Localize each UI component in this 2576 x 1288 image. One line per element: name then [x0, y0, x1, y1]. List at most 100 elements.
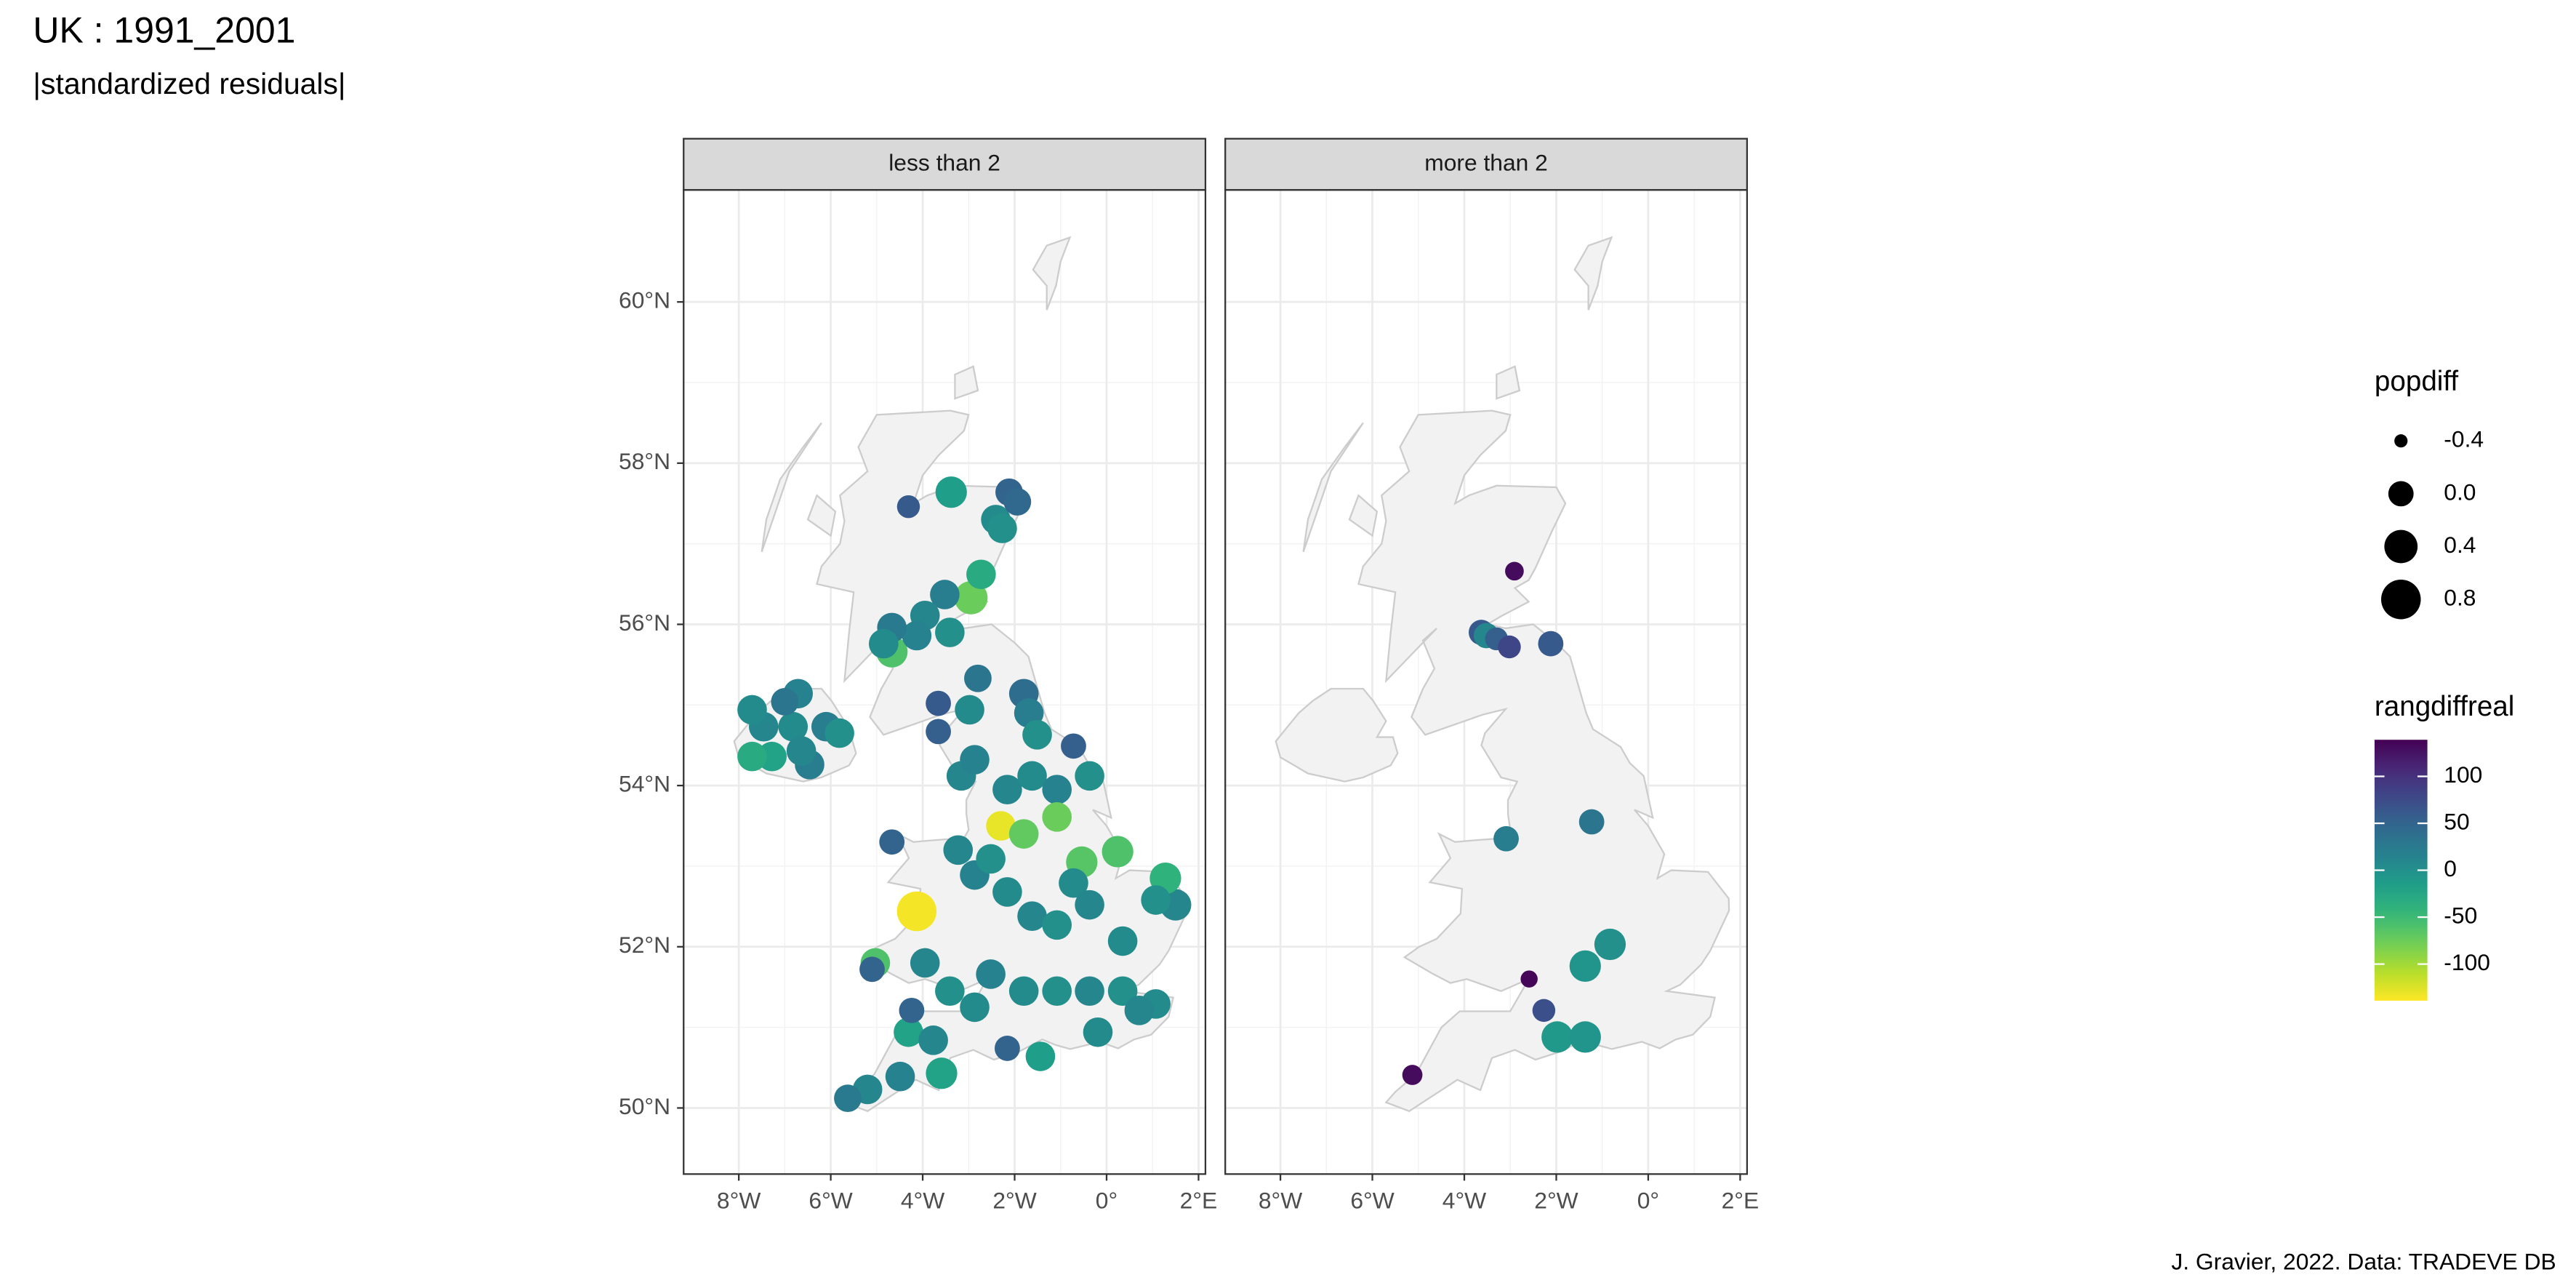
point: [926, 719, 951, 745]
x-tick-label: 0°: [1637, 1187, 1659, 1213]
y-tick-label: 60°N: [619, 287, 670, 313]
x-tick-label: 0°: [1096, 1187, 1118, 1213]
point: [1578, 809, 1605, 835]
point: [771, 687, 799, 716]
chart-title: UK : 1991_2001: [33, 10, 295, 51]
size-legend-label: 0.8: [2444, 585, 2476, 611]
size-legend-title: popdiff: [2375, 366, 2458, 397]
point: [1003, 488, 1032, 516]
point: [894, 1017, 923, 1047]
land: [806, 494, 837, 537]
point: [1017, 901, 1047, 931]
point: [943, 835, 974, 865]
point: [995, 1036, 1020, 1061]
point: [1075, 976, 1104, 1007]
point: [910, 948, 940, 978]
color-legend-label: 100: [2444, 761, 2482, 788]
point: [859, 956, 885, 983]
point: [930, 580, 960, 609]
point: [1042, 775, 1072, 804]
facet-strip: [1224, 137, 1749, 191]
size-legend-key: [2394, 434, 2408, 448]
x-tick-label: 6°W: [1350, 1187, 1394, 1213]
point: [1505, 561, 1524, 581]
land: [1302, 422, 1364, 553]
x-tick-label: 6°W: [808, 1187, 852, 1213]
land: [954, 365, 979, 400]
size-legend-label: 0.0: [2444, 479, 2476, 505]
color-legend-label: -50: [2444, 902, 2477, 928]
x-tick-label: 8°W: [717, 1187, 761, 1213]
x-tick-label: 2°E: [1722, 1187, 1760, 1213]
point: [834, 1084, 862, 1113]
land: [1496, 365, 1521, 400]
point: [954, 581, 988, 615]
point: [992, 877, 1022, 907]
size-legend-key: [2384, 529, 2418, 564]
point: [1498, 635, 1521, 659]
point: [879, 829, 905, 855]
facet-strip: [683, 137, 1207, 191]
point: [935, 617, 965, 647]
y-tick-label: 56°N: [619, 609, 670, 636]
point: [1025, 1041, 1056, 1071]
chart-subtitle: |standardized residuals|: [33, 67, 345, 100]
point: [1102, 836, 1133, 868]
point: [960, 992, 990, 1023]
point: [1569, 950, 1601, 983]
land: [1357, 409, 1730, 1113]
point: [960, 745, 990, 775]
point: [737, 695, 767, 725]
land: [1573, 236, 1613, 311]
point: [1107, 926, 1138, 956]
point: [1541, 1021, 1573, 1053]
size-legend-key: [2388, 481, 2414, 507]
point: [1017, 761, 1047, 791]
point: [1107, 976, 1138, 1007]
point: [1059, 868, 1088, 898]
point: [964, 664, 992, 692]
point: [885, 1061, 915, 1092]
x-tick-label: 4°W: [1443, 1187, 1486, 1213]
y-tick-label: 50°N: [619, 1093, 670, 1119]
x-tick-label: 2°E: [1180, 1187, 1218, 1213]
point: [926, 690, 951, 716]
point: [896, 495, 920, 519]
point: [1594, 928, 1626, 961]
point: [987, 513, 1017, 543]
point: [986, 811, 1016, 841]
point: [1042, 910, 1072, 940]
point: [1042, 976, 1072, 1007]
y-tick-label: 58°N: [619, 448, 670, 474]
point: [1532, 999, 1556, 1023]
point: [1008, 819, 1039, 849]
land: [1348, 494, 1379, 537]
x-tick-label: 4°W: [901, 1187, 944, 1213]
point: [1124, 996, 1155, 1025]
point: [955, 695, 984, 725]
facet-label: less than 2: [888, 149, 1000, 175]
point: [1022, 720, 1052, 750]
color-legend-label: 0: [2444, 855, 2457, 881]
point: [737, 741, 767, 772]
point: [935, 476, 967, 508]
point: [976, 959, 1006, 989]
size-legend-key: [2381, 579, 2421, 620]
x-tick-label: 2°W: [1534, 1187, 1578, 1213]
point: [869, 628, 899, 659]
point: [1569, 1021, 1601, 1053]
point: [1520, 970, 1538, 988]
point: [918, 1025, 948, 1055]
point: [899, 997, 925, 1023]
point: [1061, 733, 1086, 759]
point: [1083, 1017, 1113, 1047]
point: [896, 891, 937, 932]
y-tick-label: 54°N: [619, 771, 670, 797]
color-legend-label: 50: [2444, 808, 2469, 834]
point: [1008, 976, 1039, 1007]
point: [1075, 761, 1104, 791]
facet-label: more than 2: [1424, 149, 1548, 175]
land: [761, 422, 822, 553]
